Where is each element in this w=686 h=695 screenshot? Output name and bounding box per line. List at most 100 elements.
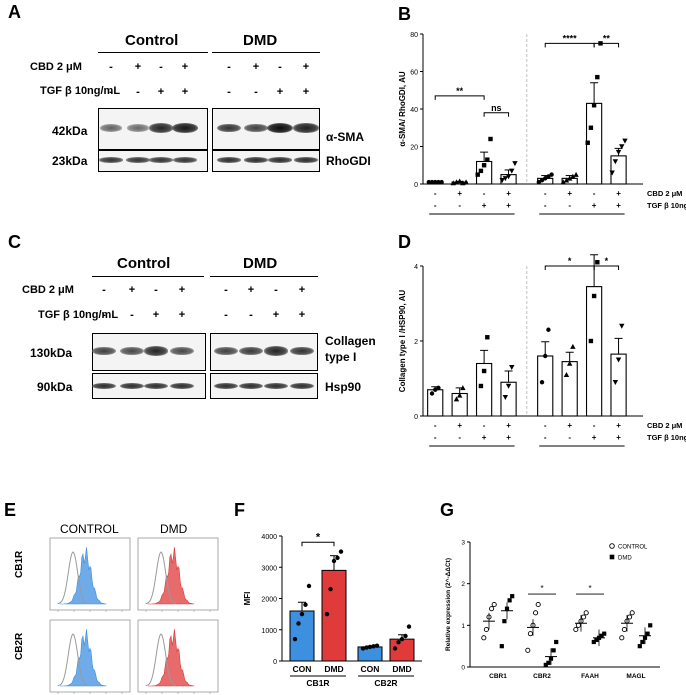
protein-label-type-i: type I [325, 350, 357, 364]
data-point [507, 598, 512, 603]
data-point [460, 385, 466, 391]
protein-band [244, 123, 268, 133]
marker-histogram [60, 547, 107, 605]
legend-marker-control [609, 543, 615, 549]
protein-band [148, 157, 174, 163]
protein-band [216, 157, 242, 163]
y-tick-label: 0 [273, 659, 277, 666]
cbd-label: CBD 2 μM [647, 189, 682, 198]
data-point [406, 624, 412, 629]
cbd-sign: + [252, 61, 260, 73]
tgf-sign: - [434, 433, 437, 442]
data-point [433, 387, 438, 392]
protein-band [172, 123, 198, 133]
data-point [502, 619, 507, 624]
significance-bracket [434, 95, 485, 100]
tgf-sign: + [592, 433, 597, 442]
data-point [554, 639, 559, 645]
data-point [546, 174, 551, 179]
protein-label-hsp90: Hsp90 [325, 380, 362, 394]
data-point [429, 391, 435, 396]
significance-bracket [483, 112, 510, 117]
data-point [563, 372, 570, 377]
data-point [566, 175, 573, 181]
x-tick-label: CON [293, 664, 312, 674]
data-point [573, 626, 579, 633]
data-point [328, 586, 333, 592]
data-point [392, 646, 398, 651]
tgf-label: TGF β 10ng/mL [647, 433, 686, 442]
cbd-sign: - [434, 421, 437, 430]
cbd-sign: + [506, 421, 511, 430]
chart-g-relative-expression: 0 1 2 3 Relative expression (2^-ΔΔCt) CBR1 CBR… [444, 540, 660, 680]
data-point [612, 380, 619, 385]
data-point [299, 611, 305, 617]
tgf-label: TGF β 10ng/mL [647, 201, 686, 210]
marker-histogram [148, 547, 195, 605]
protein-band [293, 123, 319, 133]
tgf-sign: + [157, 86, 165, 98]
x-tick-label: FAAH [581, 673, 599, 680]
cbd-sign: + [457, 421, 462, 430]
cbd-sign: + [567, 189, 572, 198]
tgf-sign: + [506, 201, 511, 210]
data-point [588, 125, 594, 130]
data-point [573, 171, 579, 177]
significance-label: * [605, 256, 609, 266]
data-point [539, 178, 545, 183]
protein-band [119, 382, 145, 390]
data-point [502, 395, 509, 400]
data-point [583, 610, 589, 616]
data-point [645, 631, 650, 636]
y-tick-label: 2 [461, 581, 465, 588]
data-point [539, 380, 545, 385]
marker-histogram [148, 629, 195, 687]
col-label-control: CONTROL [60, 522, 119, 536]
data-point [499, 178, 505, 183]
cbd-sign: + [616, 421, 621, 430]
tgf-sign: + [482, 433, 487, 442]
x-tick-label: CBR2 [533, 673, 551, 680]
cbd-sign: - [544, 421, 547, 430]
data-point [489, 606, 495, 612]
protein-band [213, 382, 239, 390]
tgf-label: TGF β 10ng/mL [40, 85, 121, 97]
data-point [475, 172, 480, 177]
data-point [619, 635, 625, 641]
legend-label-dmd: DMD [618, 556, 632, 562]
panel-label-c: C [8, 232, 21, 252]
y-tick-label: 4000 [261, 534, 277, 541]
group-line-control [92, 276, 204, 277]
protein-band [267, 123, 293, 133]
panel-label-a: A [8, 2, 21, 22]
data-point [585, 140, 590, 145]
cbd-sign: - [102, 284, 106, 296]
data-point [525, 647, 531, 653]
data-point [456, 178, 463, 184]
tgf-sign: - [136, 86, 140, 98]
tgf-sign: + [616, 433, 621, 442]
bar [610, 353, 627, 417]
data-point [303, 602, 308, 607]
data-point [505, 383, 512, 389]
histogram-grid [49, 537, 219, 694]
kda-label-23: 23kDa [52, 154, 88, 168]
cbd-sign: + [134, 61, 142, 73]
protein-band [148, 123, 174, 133]
y-tick-label: 0 [461, 665, 465, 672]
data-point [615, 357, 622, 363]
chart-f-mfi: 0 1000 2000 3000 4000 MFI CON DMD CON DMD CB1R CB2R… [243, 531, 422, 688]
chart-d-collagen-quantification: 0 2 4 Collagen type I /HSP90, AU * * - + - + - + - + -… [398, 254, 686, 447]
cbd-sign: - [593, 189, 596, 198]
tgf-label: TGF β 10ng/mL [38, 309, 119, 321]
protein-label-asma: α-SMA [326, 130, 365, 144]
protein-band [267, 157, 293, 163]
data-point [306, 583, 312, 589]
y-tick-label: 1 [461, 623, 465, 630]
kda-label-42: 42kDa [52, 124, 88, 138]
data-point [595, 74, 600, 80]
cbd-label: CBD 2 μM [22, 284, 74, 296]
isotype-histogram [145, 551, 177, 605]
data-point [549, 172, 554, 177]
